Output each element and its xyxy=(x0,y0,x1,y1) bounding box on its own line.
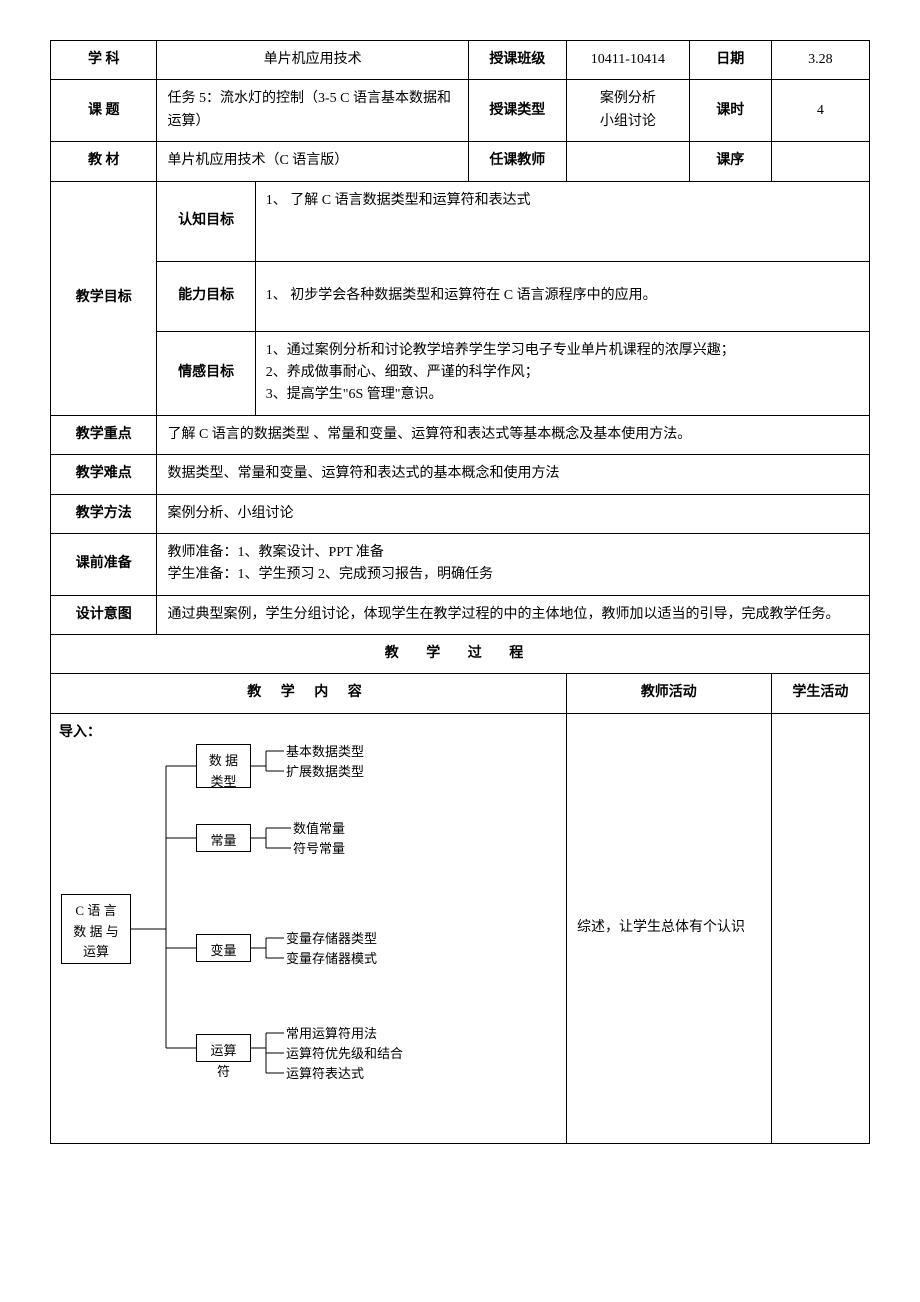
diagram-row: 导入： C 语 言数 据 与运算 数 据类型 常量 变量 运算符 基本数据类型 … xyxy=(51,713,870,1143)
hours-value: 4 xyxy=(771,80,869,142)
focus-label: 教学重点 xyxy=(51,415,157,454)
lesson-plan-table: 学 科 单片机应用技术 授课班级 10411-10414 日期 3.28 课 题… xyxy=(50,40,870,1144)
type-label: 授课类型 xyxy=(468,80,566,142)
class-label: 授课班级 xyxy=(468,41,566,80)
leaf-var-store-type: 变量存储器类型 xyxy=(286,929,377,950)
leaf-op-priority: 运算符优先级和结合 xyxy=(286,1044,403,1065)
leaf-ext-type: 扩展数据类型 xyxy=(286,762,364,783)
lead-in-label: 导入： xyxy=(59,722,101,744)
teacher-value xyxy=(566,142,689,181)
material-label: 教 材 xyxy=(51,142,157,181)
header-row-2: 课 题 任务 5：流水灯的控制（3-5 C 语言基本数据和运算） 授课类型 案例… xyxy=(51,80,870,142)
subject-label: 学 科 xyxy=(51,41,157,80)
leaf-op-usage: 常用运算符用法 xyxy=(286,1024,377,1045)
node-variable: 变量 xyxy=(196,934,251,962)
difficulty-row: 教学难点 数据类型、常量和变量、运算符和表达式的基本概念和使用方法 xyxy=(51,455,870,494)
material-value: 单片机应用技术（C 语言版） xyxy=(157,142,468,181)
class-value: 10411-10414 xyxy=(566,41,689,80)
student-activity xyxy=(771,713,869,1143)
leaf-var-store-mode: 变量存储器模式 xyxy=(286,949,377,970)
seq-label: 课序 xyxy=(689,142,771,181)
topic-label: 课 题 xyxy=(51,80,157,142)
ability-label: 能力目标 xyxy=(157,261,255,331)
difficulty-label: 教学难点 xyxy=(51,455,157,494)
focus-text: 了解 C 语言的数据类型 、常量和变量、运算符和表达式等基本概念及基本使用方法。 xyxy=(157,415,870,454)
node-constant: 常量 xyxy=(196,824,251,852)
objective-emotion-row: 情感目标 1、通过案例分析和讨论教学培养学生学习电子专业单片机课程的浓厚兴趣； … xyxy=(51,331,870,415)
difficulty-text: 数据类型、常量和变量、运算符和表达式的基本概念和使用方法 xyxy=(157,455,870,494)
date-value: 3.28 xyxy=(771,41,869,80)
method-text: 案例分析、小组讨论 xyxy=(157,494,870,533)
node-data-type: 数 据类型 xyxy=(196,744,251,788)
node-root: C 语 言数 据 与运算 xyxy=(61,894,131,964)
seq-value xyxy=(771,142,869,181)
emotion-text: 1、通过案例分析和讨论教学培养学生学习电子专业单片机课程的浓厚兴趣； 2、养成做… xyxy=(255,331,869,415)
diagram-cell: 导入： C 语 言数 据 与运算 数 据类型 常量 变量 运算符 基本数据类型 … xyxy=(51,713,567,1143)
date-label: 日期 xyxy=(689,41,771,80)
leaf-sym-const: 符号常量 xyxy=(293,839,345,860)
leaf-basic-type: 基本数据类型 xyxy=(286,742,364,763)
ability-text: 1、 初步学会各种数据类型和运算符在 C 语言源程序中的应用。 xyxy=(255,261,869,331)
topic-value: 任务 5：流水灯的控制（3-5 C 语言基本数据和运算） xyxy=(157,80,468,142)
type-value: 案例分析 小组讨论 xyxy=(566,80,689,142)
prep-text: 教师准备：1、教案设计、PPT 准备 学生准备：1、学生预习 2、完成预习报告，… xyxy=(157,533,870,595)
prep-row: 课前准备 教师准备：1、教案设计、PPT 准备 学生准备：1、学生预习 2、完成… xyxy=(51,533,870,595)
emotion-label: 情感目标 xyxy=(157,331,255,415)
method-row: 教学方法 案例分析、小组讨论 xyxy=(51,494,870,533)
cognitive-text: 1、 了解 C 语言数据类型和运算符和表达式 xyxy=(255,181,869,261)
student-col-header: 学生活动 xyxy=(771,674,869,713)
hours-label: 课时 xyxy=(689,80,771,142)
process-title: 教 学 过 程 xyxy=(51,635,870,674)
subject-value: 单片机应用技术 xyxy=(157,41,468,80)
header-row-1: 学 科 单片机应用技术 授课班级 10411-10414 日期 3.28 xyxy=(51,41,870,80)
header-row-3: 教 材 单片机应用技术（C 语言版） 任课教师 课序 xyxy=(51,142,870,181)
process-title-row: 教 学 过 程 xyxy=(51,635,870,674)
teacher-label: 任课教师 xyxy=(468,142,566,181)
leaf-op-expr: 运算符表达式 xyxy=(286,1064,364,1085)
intent-text: 通过典型案例，学生分组讨论，体现学生在教学过程的中的主体地位，教师加以适当的引导… xyxy=(157,595,870,634)
leaf-num-const: 数值常量 xyxy=(293,819,345,840)
objectives-label: 教学目标 xyxy=(51,181,157,415)
process-header-row: 教 学 内 容 教师活动 学生活动 xyxy=(51,674,870,713)
intent-row: 设计意图 通过典型案例，学生分组讨论，体现学生在教学过程的中的主体地位，教师加以… xyxy=(51,595,870,634)
focus-row: 教学重点 了解 C 语言的数据类型 、常量和变量、运算符和表达式等基本概念及基本… xyxy=(51,415,870,454)
cognitive-label: 认知目标 xyxy=(157,181,255,261)
intent-label: 设计意图 xyxy=(51,595,157,634)
objective-ability-row: 能力目标 1、 初步学会各种数据类型和运算符在 C 语言源程序中的应用。 xyxy=(51,261,870,331)
teacher-col-header: 教师活动 xyxy=(566,674,771,713)
objective-cognitive-row: 教学目标 认知目标 1、 了解 C 语言数据类型和运算符和表达式 xyxy=(51,181,870,261)
content-col-header: 教 学 内 容 xyxy=(51,674,567,713)
node-operator: 运算符 xyxy=(196,1034,251,1062)
teacher-activity: 综述，让学生总体有个认识 xyxy=(566,713,771,1143)
prep-label: 课前准备 xyxy=(51,533,157,595)
method-label: 教学方法 xyxy=(51,494,157,533)
